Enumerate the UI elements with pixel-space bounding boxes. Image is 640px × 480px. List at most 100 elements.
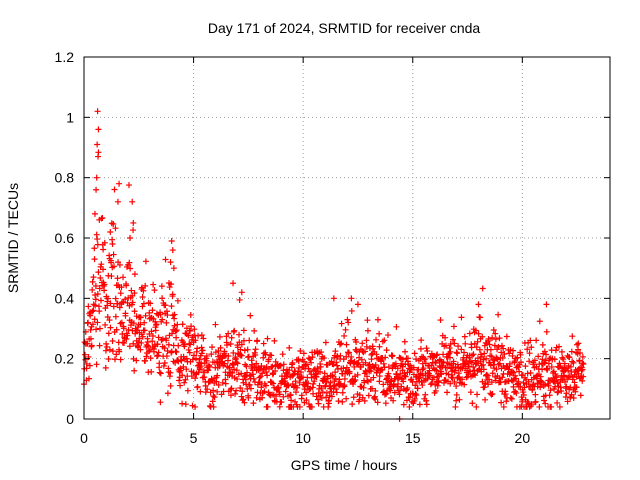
data-point	[458, 346, 465, 353]
data-point	[308, 403, 315, 410]
data-point	[236, 296, 243, 303]
data-point	[566, 354, 573, 361]
data-point	[440, 351, 447, 358]
data-point	[492, 377, 499, 384]
data-point	[546, 392, 553, 399]
data-point	[93, 361, 100, 368]
data-point	[486, 359, 493, 366]
data-point	[500, 403, 507, 410]
data-point	[185, 332, 192, 339]
data-point	[174, 297, 181, 304]
data-point	[173, 327, 180, 334]
data-point	[576, 350, 583, 357]
data-point	[410, 364, 417, 371]
data-point	[184, 387, 191, 394]
data-point	[187, 341, 194, 348]
data-point	[402, 348, 409, 355]
data-point	[132, 330, 139, 337]
x-axis-label: GPS time / hours	[291, 457, 398, 473]
data-point	[489, 334, 496, 341]
data-point	[454, 361, 461, 368]
data-point	[286, 367, 293, 374]
data-point	[118, 284, 125, 291]
data-point	[112, 225, 119, 232]
data-point	[492, 336, 499, 343]
data-point	[376, 330, 383, 337]
data-point	[161, 359, 168, 366]
data-point	[192, 337, 199, 344]
data-point	[94, 236, 101, 243]
data-point	[187, 311, 194, 318]
data-point	[521, 384, 528, 391]
data-point	[104, 298, 111, 305]
data-point	[253, 360, 260, 367]
data-point	[346, 368, 353, 375]
data-point	[417, 345, 424, 352]
data-point	[404, 384, 411, 391]
data-point	[453, 383, 460, 390]
data-point	[539, 366, 546, 373]
data-point	[496, 360, 503, 367]
data-point	[439, 363, 446, 370]
data-point	[359, 394, 366, 401]
data-point	[563, 390, 570, 397]
data-point	[317, 363, 324, 370]
data-point	[110, 251, 117, 258]
data-point	[484, 372, 491, 379]
data-point	[512, 372, 519, 379]
data-point	[252, 346, 259, 353]
data-point	[86, 362, 93, 369]
data-point	[105, 330, 112, 337]
data-point	[148, 368, 155, 375]
y-tick-label: 1.2	[55, 49, 75, 65]
data-point	[339, 389, 346, 396]
data-point	[451, 378, 458, 385]
x-tick-label: 5	[190, 430, 198, 446]
data-point	[160, 362, 167, 369]
data-point	[417, 371, 424, 378]
data-point	[362, 348, 369, 355]
data-point	[461, 333, 468, 340]
data-point	[149, 307, 156, 314]
data-point	[127, 265, 134, 272]
data-point	[270, 380, 277, 387]
data-point	[532, 391, 539, 398]
data-point	[337, 341, 344, 348]
data-point	[162, 302, 169, 309]
data-point	[125, 326, 132, 333]
data-point	[137, 321, 144, 328]
data-point	[542, 400, 549, 407]
data-point	[404, 355, 411, 362]
data-point	[280, 361, 287, 368]
data-point	[171, 322, 178, 329]
data-point	[104, 313, 111, 320]
data-point	[137, 314, 144, 321]
data-point	[155, 349, 162, 356]
data-point	[579, 366, 586, 373]
data-point	[376, 373, 383, 380]
data-point	[533, 337, 540, 344]
data-point	[213, 378, 220, 385]
data-point	[459, 376, 466, 383]
data-point	[98, 261, 105, 268]
data-point	[169, 291, 176, 298]
data-point	[131, 308, 138, 315]
data-point	[467, 368, 474, 375]
data-point	[554, 389, 561, 396]
data-point	[483, 355, 490, 362]
data-point	[182, 376, 189, 383]
data-point	[495, 361, 502, 368]
data-point	[363, 343, 370, 350]
data-point	[343, 341, 350, 348]
data-point	[502, 391, 509, 398]
data-point	[402, 373, 409, 380]
data-point	[120, 325, 127, 332]
data-point	[444, 389, 451, 396]
data-point	[561, 372, 568, 379]
data-point	[142, 282, 149, 289]
data-point	[380, 360, 387, 367]
data-point	[469, 352, 476, 359]
data-point	[172, 348, 179, 355]
data-point	[453, 397, 460, 404]
data-point	[499, 374, 506, 381]
